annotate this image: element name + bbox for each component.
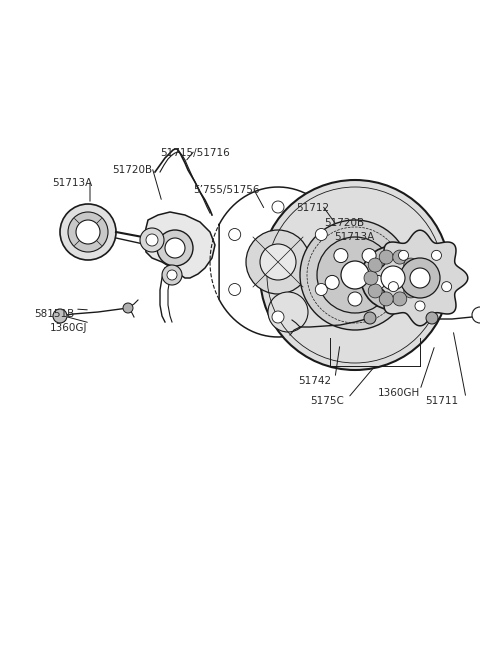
Circle shape: [123, 303, 133, 313]
Circle shape: [162, 265, 182, 285]
Text: 51715/51716: 51715/51716: [160, 148, 230, 158]
Circle shape: [246, 230, 310, 294]
Circle shape: [272, 201, 284, 213]
Circle shape: [368, 258, 382, 272]
Circle shape: [157, 230, 193, 266]
Circle shape: [76, 220, 100, 244]
Circle shape: [393, 292, 407, 306]
Circle shape: [371, 275, 385, 290]
Text: 51720B: 51720B: [112, 165, 152, 175]
Circle shape: [325, 275, 339, 290]
Text: 51742: 51742: [298, 376, 331, 386]
Circle shape: [146, 234, 158, 246]
Circle shape: [272, 311, 284, 323]
Text: 1360GJ: 1360GJ: [50, 323, 87, 333]
Circle shape: [388, 282, 398, 292]
Circle shape: [334, 248, 348, 263]
Circle shape: [381, 266, 405, 290]
Circle shape: [442, 282, 452, 292]
Circle shape: [415, 301, 425, 311]
Circle shape: [167, 270, 177, 280]
Circle shape: [404, 284, 418, 298]
Circle shape: [140, 228, 164, 252]
Circle shape: [426, 312, 438, 324]
Circle shape: [404, 258, 418, 272]
Circle shape: [364, 271, 378, 285]
Circle shape: [432, 250, 442, 260]
Text: 51712: 51712: [296, 203, 329, 213]
Text: 51713A: 51713A: [334, 232, 374, 242]
Text: 51711: 51711: [425, 396, 458, 406]
Circle shape: [165, 238, 185, 258]
Circle shape: [364, 312, 376, 324]
Circle shape: [408, 271, 422, 285]
Circle shape: [400, 258, 440, 298]
Circle shape: [379, 292, 393, 306]
Circle shape: [260, 244, 296, 280]
Text: 51720B: 51720B: [324, 218, 364, 228]
Circle shape: [379, 250, 393, 264]
Text: 5175C: 5175C: [310, 396, 344, 406]
Circle shape: [472, 307, 480, 323]
Circle shape: [348, 292, 362, 306]
Circle shape: [393, 250, 407, 264]
Circle shape: [398, 250, 408, 260]
Circle shape: [362, 248, 376, 263]
Circle shape: [68, 212, 108, 252]
Circle shape: [300, 220, 410, 330]
Text: 58151B: 58151B: [34, 309, 74, 319]
Circle shape: [315, 229, 327, 240]
Text: 51713A: 51713A: [52, 178, 92, 188]
Polygon shape: [372, 230, 468, 326]
Circle shape: [260, 180, 450, 370]
Circle shape: [315, 284, 327, 296]
Circle shape: [228, 284, 240, 296]
Circle shape: [368, 284, 382, 298]
Circle shape: [268, 292, 308, 332]
Circle shape: [228, 229, 240, 240]
Circle shape: [53, 309, 67, 323]
Text: 5’755/51756: 5’755/51756: [193, 185, 260, 195]
Circle shape: [341, 261, 369, 289]
Circle shape: [60, 204, 116, 260]
Circle shape: [410, 268, 430, 288]
Polygon shape: [144, 212, 215, 278]
Circle shape: [317, 237, 393, 313]
Text: 1360GH: 1360GH: [378, 388, 420, 398]
Circle shape: [361, 246, 425, 310]
